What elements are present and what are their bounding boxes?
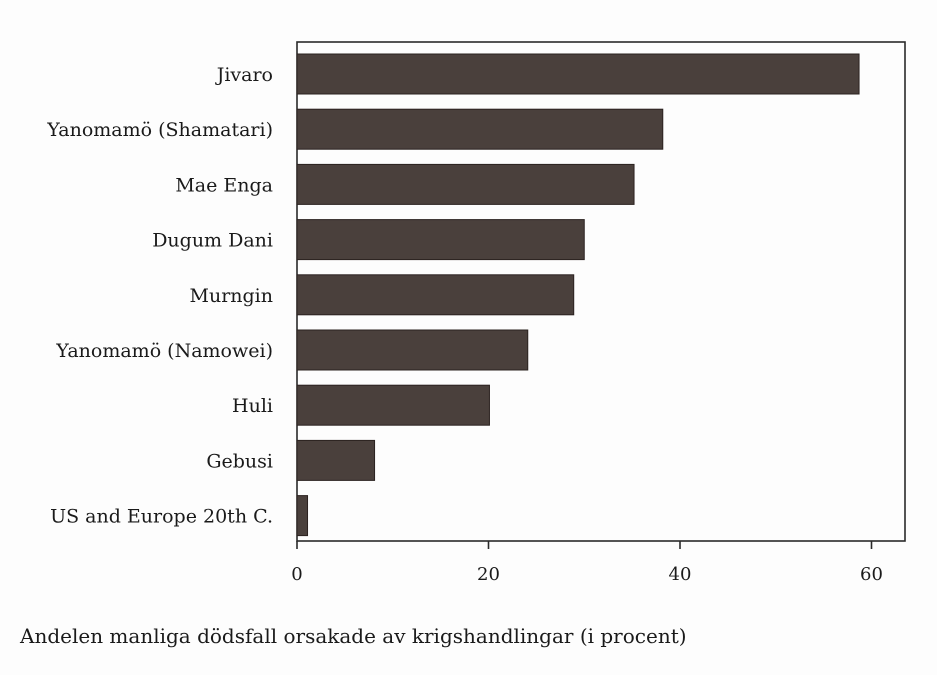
bar bbox=[296, 439, 376, 481]
category-label: Mae Enga bbox=[175, 174, 273, 196]
bars-group bbox=[296, 53, 860, 537]
category-label: Yanomamö (Shamatari) bbox=[46, 119, 273, 141]
bar bbox=[296, 108, 664, 150]
bar bbox=[296, 53, 860, 95]
category-label: Dugum Dani bbox=[152, 230, 273, 252]
x-tick-label: 20 bbox=[477, 564, 500, 585]
category-labels: Jivaro Yanomamö (Shamatari) Mae Enga Dugum … bbox=[46, 64, 273, 528]
x-axis-ticks: 0 20 40 60 bbox=[291, 541, 883, 585]
category-label: Jivaro bbox=[215, 64, 273, 86]
x-axis-label: Andelen manliga dödsfall orsakade av kri… bbox=[20, 624, 687, 648]
bar bbox=[296, 329, 529, 371]
bar bbox=[296, 495, 309, 537]
x-tick-label: 60 bbox=[860, 564, 883, 585]
bar bbox=[296, 274, 575, 316]
bar bbox=[296, 384, 490, 426]
x-tick-label: 0 bbox=[291, 564, 302, 585]
category-label: US and Europe 20th C. bbox=[50, 506, 273, 528]
bar bbox=[296, 163, 635, 205]
x-tick-label: 40 bbox=[669, 564, 692, 585]
category-label: Gebusi bbox=[206, 450, 273, 472]
category-label: Huli bbox=[232, 395, 273, 417]
category-label: Yanomamö (Namowei) bbox=[55, 340, 273, 362]
category-label: Murngin bbox=[190, 285, 274, 307]
bar bbox=[296, 219, 585, 261]
